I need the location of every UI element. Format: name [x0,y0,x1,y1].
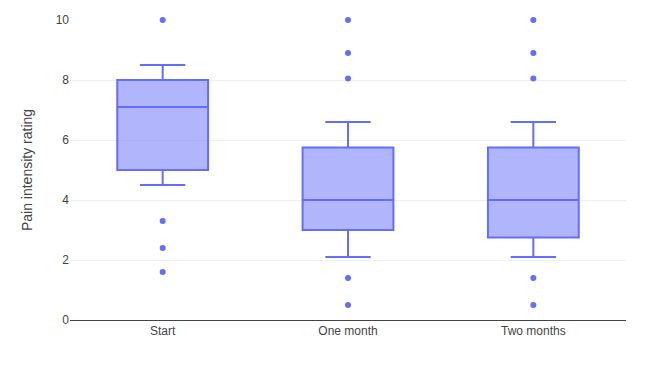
svg-text:2: 2 [62,253,69,267]
svg-text:Pain intensity rating: Pain intensity rating [19,109,35,231]
svg-text:0: 0 [62,313,69,327]
svg-text:8: 8 [62,73,69,87]
svg-text:4: 4 [62,193,69,207]
svg-text:6: 6 [62,133,69,147]
svg-text:Two months: Two months [501,324,566,338]
svg-text:10: 10 [56,13,70,27]
svg-text:Start: Start [150,324,176,338]
svg-text:One month: One month [318,324,377,338]
